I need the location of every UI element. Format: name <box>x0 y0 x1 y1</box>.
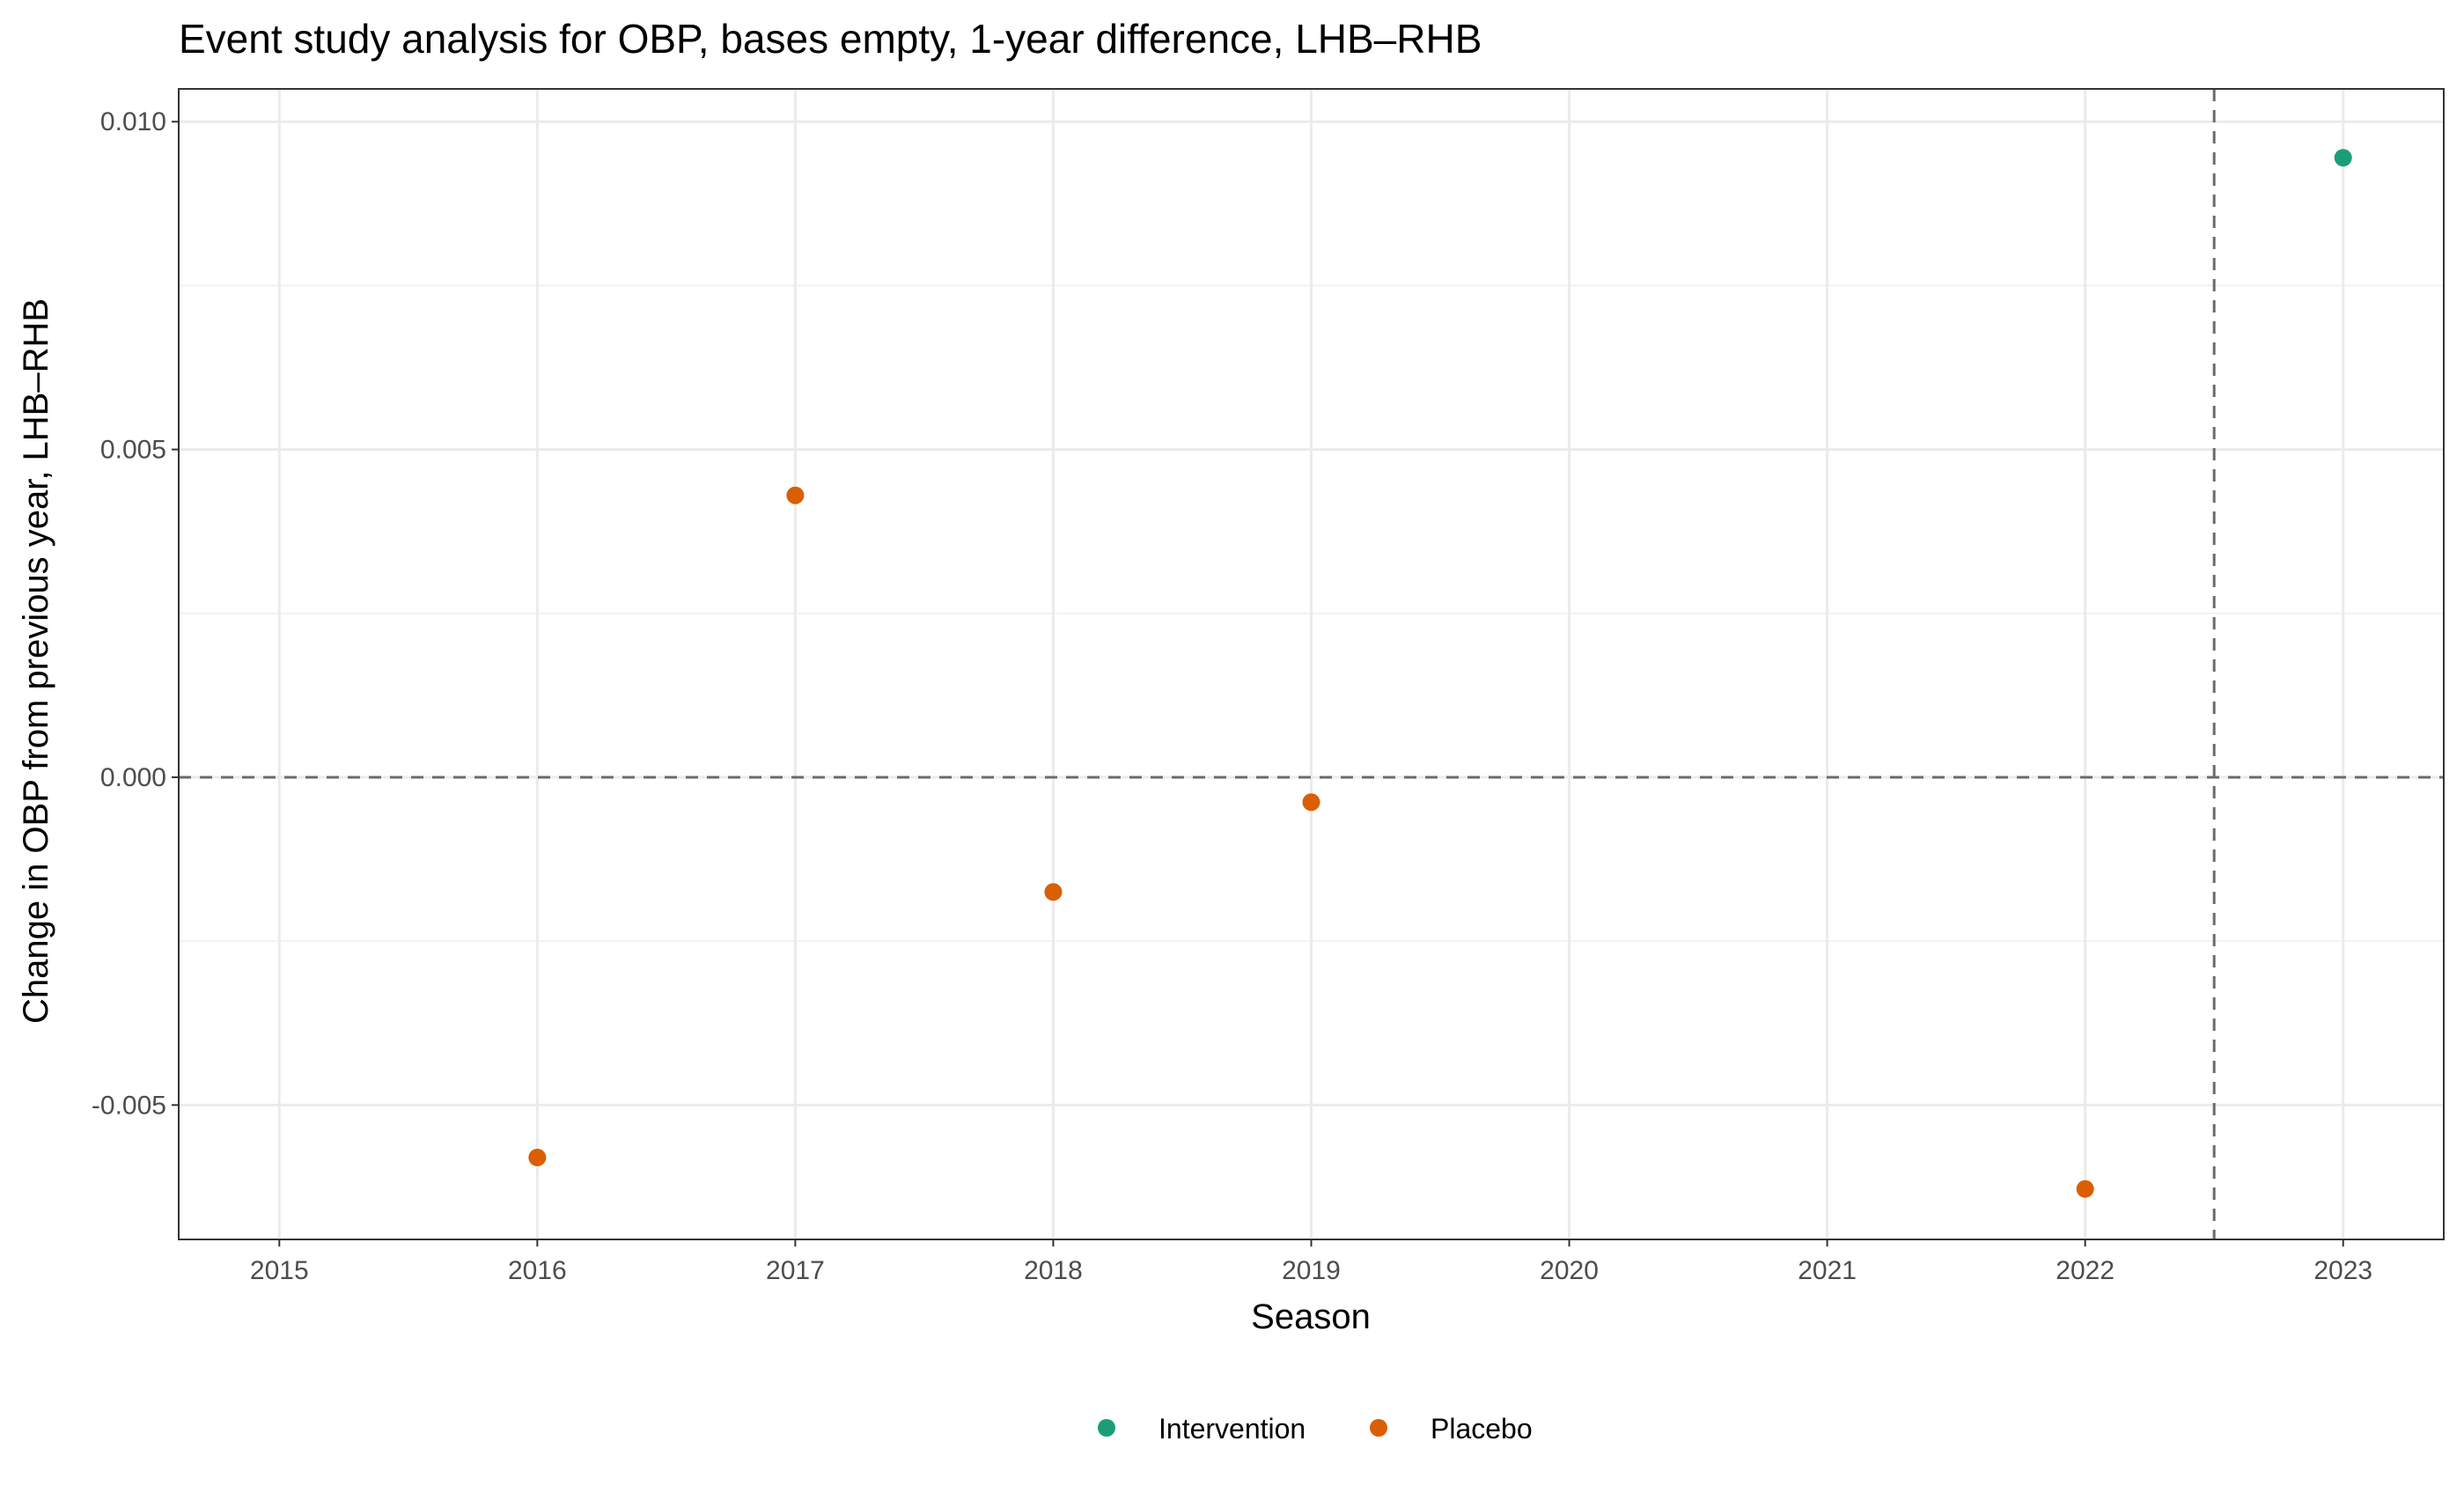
x-tick-label: 2018 <box>1024 1256 1083 1285</box>
x-tick-label: 2020 <box>1540 1256 1599 1285</box>
placebo-point-2016 <box>528 1148 547 1166</box>
legend-label-placebo: Placebo <box>1431 1413 1533 1445</box>
data-points <box>528 149 2352 1198</box>
legend-label-intervention: Intervention <box>1158 1413 1306 1445</box>
y-tick-label: 0.000 <box>100 763 166 792</box>
x-tick-label: 2022 <box>2056 1256 2115 1285</box>
x-tick-label: 2021 <box>1798 1256 1857 1285</box>
legend-key-intervention <box>1098 1419 1115 1437</box>
chart-title: Event study analysis for OBP, bases empt… <box>179 16 1482 62</box>
y-tick-label: 0.010 <box>100 107 166 136</box>
y-axis-title: Change in OBP from previous year, LHB–RH… <box>17 298 55 1024</box>
y-tick-label: -0.005 <box>92 1091 166 1120</box>
placebo-point-2019 <box>1302 793 1320 812</box>
intervention-point-2023 <box>2334 149 2352 167</box>
reference-lines <box>179 89 2444 1239</box>
legend-key-placebo <box>1370 1419 1387 1437</box>
x-axis-ticks: 2015 2016 2017 2018 2019 2020 2021 2022 2023 <box>250 1239 2372 1285</box>
x-axis-title: Season <box>1251 1298 1371 1336</box>
placebo-point-2017 <box>786 486 805 504</box>
y-axis-ticks: -0.005 0.000 0.005 0.010 <box>92 107 179 1120</box>
x-tick-label: 2019 <box>1282 1256 1341 1285</box>
x-tick-label: 2015 <box>250 1256 309 1285</box>
x-tick-label: 2023 <box>2313 1256 2372 1285</box>
placebo-point-2022 <box>2076 1180 2094 1198</box>
legend: Intervention Placebo <box>1098 1413 1533 1445</box>
x-tick-label: 2017 <box>766 1256 825 1285</box>
x-tick-label: 2016 <box>508 1256 567 1285</box>
placebo-point-2018 <box>1044 883 1063 901</box>
major-gridlines <box>179 89 2444 1239</box>
y-tick-label: 0.005 <box>100 436 166 465</box>
